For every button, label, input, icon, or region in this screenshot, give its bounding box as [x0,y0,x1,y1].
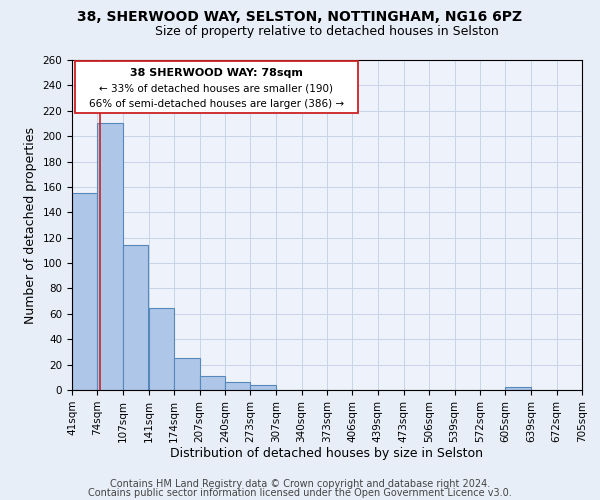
Text: Contains HM Land Registry data © Crown copyright and database right 2024.: Contains HM Land Registry data © Crown c… [110,479,490,489]
Text: ← 33% of detached houses are smaller (190): ← 33% of detached houses are smaller (19… [99,84,333,94]
Bar [250,385,275,390]
Text: 38, SHERWOOD WAY, SELSTON, NOTTINGHAM, NG16 6PZ: 38, SHERWOOD WAY, SELSTON, NOTTINGHAM, N… [77,10,523,24]
Bar [149,308,174,390]
Bar [72,194,97,390]
Text: Contains public sector information licensed under the Open Government Licence v3: Contains public sector information licen… [88,488,512,498]
Bar [505,388,530,390]
Title: Size of property relative to detached houses in Selston: Size of property relative to detached ho… [155,25,499,38]
Y-axis label: Number of detached properties: Number of detached properties [24,126,37,324]
Bar [174,358,199,390]
Text: 38 SHERWOOD WAY: 78sqm: 38 SHERWOOD WAY: 78sqm [130,68,302,78]
FancyBboxPatch shape [74,62,358,114]
Bar [199,376,225,390]
Bar [97,124,122,390]
Bar [122,246,148,390]
X-axis label: Distribution of detached houses by size in Selston: Distribution of detached houses by size … [170,448,484,460]
Bar [225,382,250,390]
Text: 66% of semi-detached houses are larger (386) →: 66% of semi-detached houses are larger (… [89,99,344,109]
